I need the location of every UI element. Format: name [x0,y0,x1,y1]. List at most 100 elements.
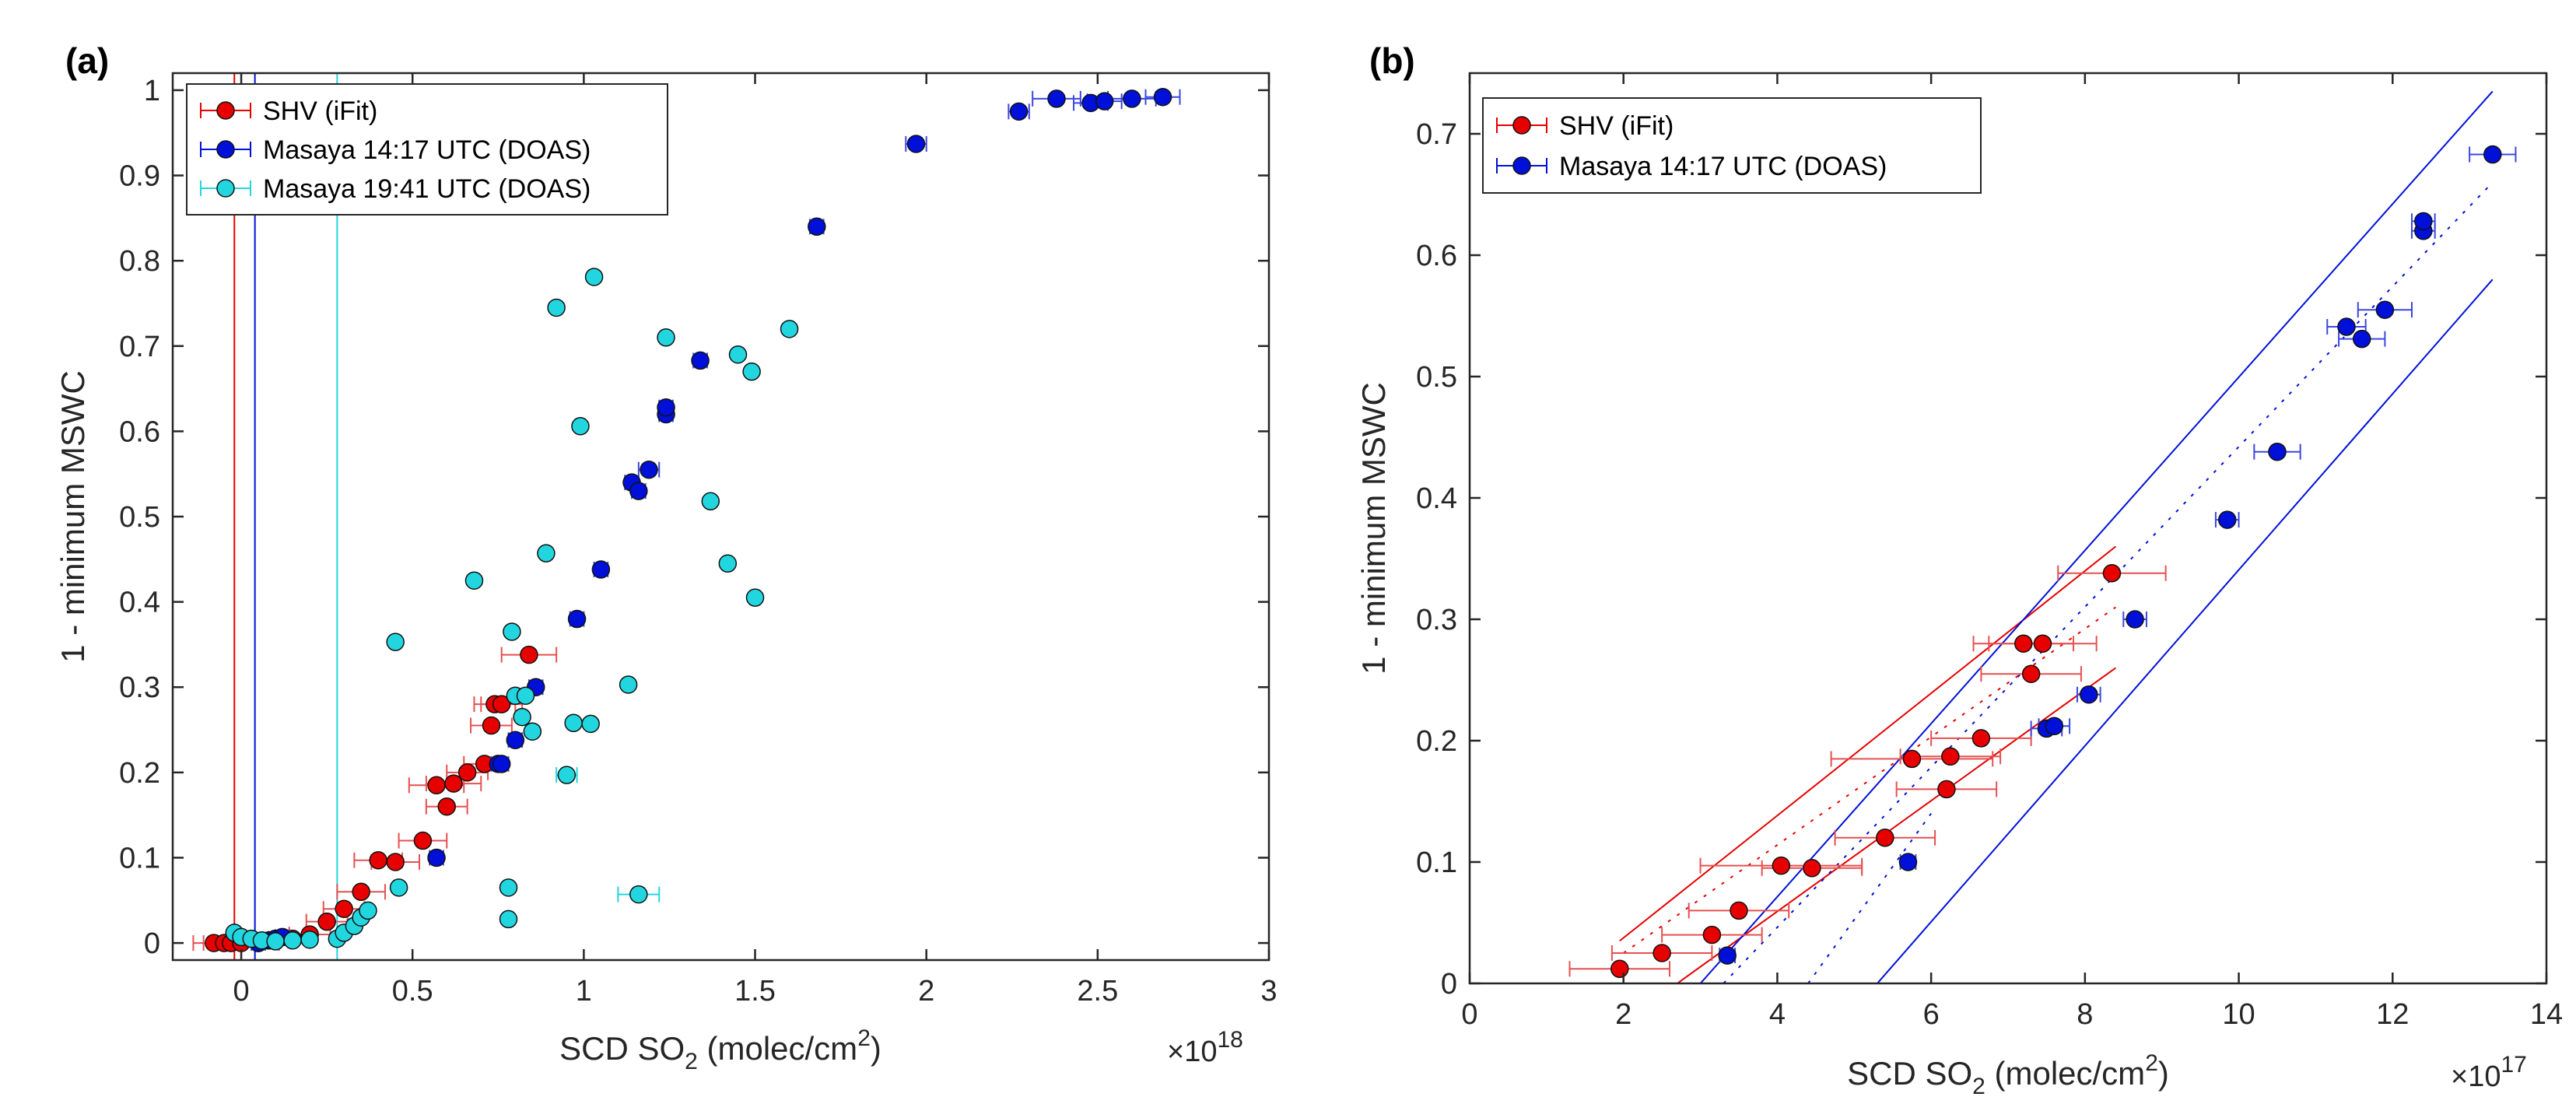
panel-b-y-tick-label: 0.5 [1416,361,1457,394]
panel-a-legend-item-masaya-19-41-utc-doas: Masaya 19:41 UTC (DOAS) [200,174,591,204]
panel-a-data-point [492,755,511,773]
panel-a-data-point [386,633,405,651]
panel-a-y-tick-label: 0.4 [119,587,160,619]
panel-a-legend-item-shv-ifit: SHV (iFit) [200,96,377,126]
panel-b-y-ticks: 0 0.1 0.2 0.3 0.4 0.5 0.6 0.7 [1416,118,2546,1001]
panel-b-data-point [2021,664,2041,683]
panel-a-data-point [427,776,446,795]
panel-a-data-point [701,492,720,511]
panel-b: (b) 0 2 4 6 8 10 12 14 0 0.1 0.2 0.3 0.4 0.5 0.6 0.7 S… [1355,40,2563,1099]
panel-a-data-point [520,645,538,664]
panel-a-data-point [516,686,535,705]
panel-b-data-point [2414,212,2433,231]
panel-b-data-point [2102,563,2122,583]
panel-b-data-point [1652,944,1671,962]
panel-a-data-point [906,135,926,153]
panel-a-x-tick-label: 2.5 [1077,975,1118,1008]
panel-a: (a) 0 0.5 1 1.5 2 2.5 3 0 0.1 0.2 0.3 0.4 0.5 0.6 0.7… [54,40,1277,1074]
panel-a-legend-item-masaya-14-17-utc-doas: Masaya 14:17 UTC (DOAS) [200,135,591,165]
panel-b-data-point [1937,780,1956,799]
panel-b-legend-label: Masaya 14:17 UTC (DOAS) [1559,152,1887,181]
panel-b-legend: SHV (iFit) Masaya 14:17 UTC (DOAS) [1482,97,1982,194]
panel-b-data-point [1898,853,1918,871]
panel-a-data-point [492,695,511,713]
panel-a-legend-marker [216,101,235,120]
panel-b-data-point [1941,747,1960,766]
panel-b-y-tick-label: 0.3 [1416,604,1457,636]
panel-b-x-ticks: 0 2 4 6 8 10 12 14 [1461,73,2563,1031]
panel-b-data-point [1971,729,1991,748]
panel-b-x-tick-label: 10 [2222,998,2255,1031]
panel-a-data-point [657,328,675,347]
panel-a-data-point [1123,89,1141,108]
panel-a-data-point [728,345,748,364]
panel-a-data-point [513,707,531,727]
panel-a-data-point [808,217,826,237]
panel-a-y-tick-label: 0.3 [119,671,160,704]
panel-a-data-point [335,899,353,918]
panel-a-y-ticks: 0 0.1 0.2 0.3 0.4 0.5 0.6 0.7 0.8 0.9 1 [119,75,1269,960]
panel-a-data-point [317,912,336,931]
panel-b-data-point [2045,717,2064,736]
panel-a-legend-marker [216,140,235,159]
panel-a-data-point [457,763,477,782]
panel-a-plot-area [192,73,1181,960]
panel-a-data-point [571,417,590,436]
panel-b-data-point [1718,946,1737,965]
panel-a-data-point [537,544,556,563]
panel-a-series-masaya-19-41-utc-doas [225,268,799,951]
panel-b-data-point [1876,829,1894,847]
panel-b-data-point [2337,317,2356,336]
panel-a-x-tick-label: 1 [576,975,592,1008]
panel-a-legend-label: Masaya 19:41 UTC (DOAS) [263,174,591,204]
panel-a-data-point [283,931,302,950]
panel-b-y-tick-label: 0.4 [1416,482,1457,515]
panel-b-data-point [2126,610,2144,629]
panel-a-data-point [506,731,525,749]
panel-a-x-tick-label: 2 [918,975,934,1008]
panel-a-y-axis-label: 1 - minimum MSWC [54,370,91,663]
panel-a-data-point [523,722,542,741]
panel-b-fit-line-shv-ifit [1623,606,2116,954]
panel-a-data-point [499,909,518,929]
panel-a-data-point [352,882,370,902]
panel-b-legend-marker [1512,156,1531,175]
panel-a-y-tick-label: 1 [144,75,160,107]
panel-a-data-point [718,554,738,573]
panel-a-legend-marker [216,179,235,198]
panel-a-data-point [547,298,566,317]
panel-a-data-point [1047,89,1066,108]
panel-a-y-tick-label: 0.5 [119,501,160,534]
panel-b-x-tick-label: 14 [2530,998,2563,1031]
panel-a-data-point [584,268,604,286]
panel-b-x-tick-label: 12 [2376,998,2409,1031]
panel-b-data-point [1702,925,1722,945]
panel-a-data-point [745,588,765,607]
panel-a-x-ticks: 0 0.5 1 1.5 2 2.5 3 [233,73,1277,1008]
panel-a-data-point [629,482,648,500]
panel-b-axes-box [1468,72,2548,985]
panel-b-y-tick-label: 0.7 [1416,118,1457,151]
panel-a-legend-label: SHV (iFit) [263,96,377,126]
panel-b-data-point [2217,510,2237,529]
panel-b-data-point [2014,634,2033,653]
panel-a-data-point [657,398,675,417]
panel-b-data-point [2080,685,2098,704]
panel-a-y-tick-label: 0.2 [119,757,160,790]
panel-a-data-point [437,797,456,816]
panel-a-y-tick-label: 0.9 [119,160,160,193]
panel-b-x-tick-label: 2 [1615,998,1631,1031]
panel-b-data-point [1610,959,1629,979]
panel-a-x-tick-label: 0.5 [392,975,433,1008]
panel-a-data-point [557,766,577,784]
panel-b-fit-line-masaya-14-17-utc-doas [1877,279,2494,983]
panel-b-data-point [1803,859,1821,878]
panel-a-data-point [629,885,648,904]
panel-a-data-point [640,460,658,479]
panel-a-data-point [742,362,761,381]
panel-b-fit-line-masaya-14-17-utc-doas [1699,90,2494,983]
panel-a-x-tick-label: 0 [233,975,249,1008]
panel-b-data-point [2352,329,2371,349]
panel-b-data-point [2483,145,2502,164]
panel-b-y-tick-label: 0 [1441,968,1457,1001]
